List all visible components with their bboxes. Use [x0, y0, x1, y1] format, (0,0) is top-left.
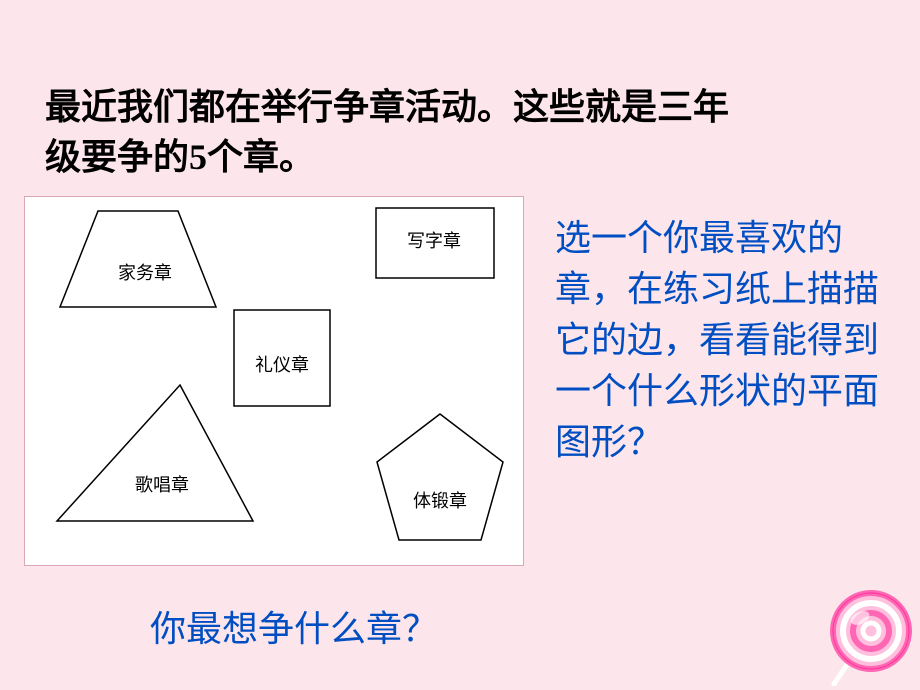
rect-wide-label: 写字章 — [407, 227, 461, 253]
title-line1: 最近我们都在举行争章活动。这些就是三年 — [45, 87, 729, 127]
shape-pentagon: 体锻章 — [375, 412, 505, 542]
pentagon-poly — [377, 414, 503, 540]
bottom-question-text: 你最想争什么章？ — [150, 600, 438, 652]
shape-triangle: 歌唱章 — [55, 383, 255, 523]
triangle-label: 歌唱章 — [135, 471, 189, 497]
right-prompt-text: 选一个你最喜欢的章，在练习纸上描描它的边，看看能得到一个什么形状的平面图形？ — [555, 213, 890, 469]
shapes-panel: 家务章 写字章 礼仪章 歌唱章 体锻章 — [24, 196, 524, 566]
pentagon-label: 体锻章 — [413, 487, 467, 513]
trapezoid-label: 家务章 — [118, 259, 172, 285]
lollipop-icon — [816, 586, 916, 686]
title-line2: 级要争的5个章。 — [45, 137, 315, 177]
shape-rect-wide: 写字章 — [375, 207, 495, 279]
title-text: 最近我们都在举行争章活动。这些就是三年 级要争的5个章。 — [45, 82, 825, 183]
triangle-poly — [57, 385, 253, 521]
shape-trapezoid: 家务章 — [58, 209, 218, 309]
pentagon-svg — [375, 412, 505, 542]
square-label: 礼仪章 — [255, 351, 309, 377]
triangle-svg — [55, 383, 255, 523]
slide: 最近我们都在举行争章活动。这些就是三年 级要争的5个章。 家务章 写字章 礼仪章 — [0, 0, 920, 690]
